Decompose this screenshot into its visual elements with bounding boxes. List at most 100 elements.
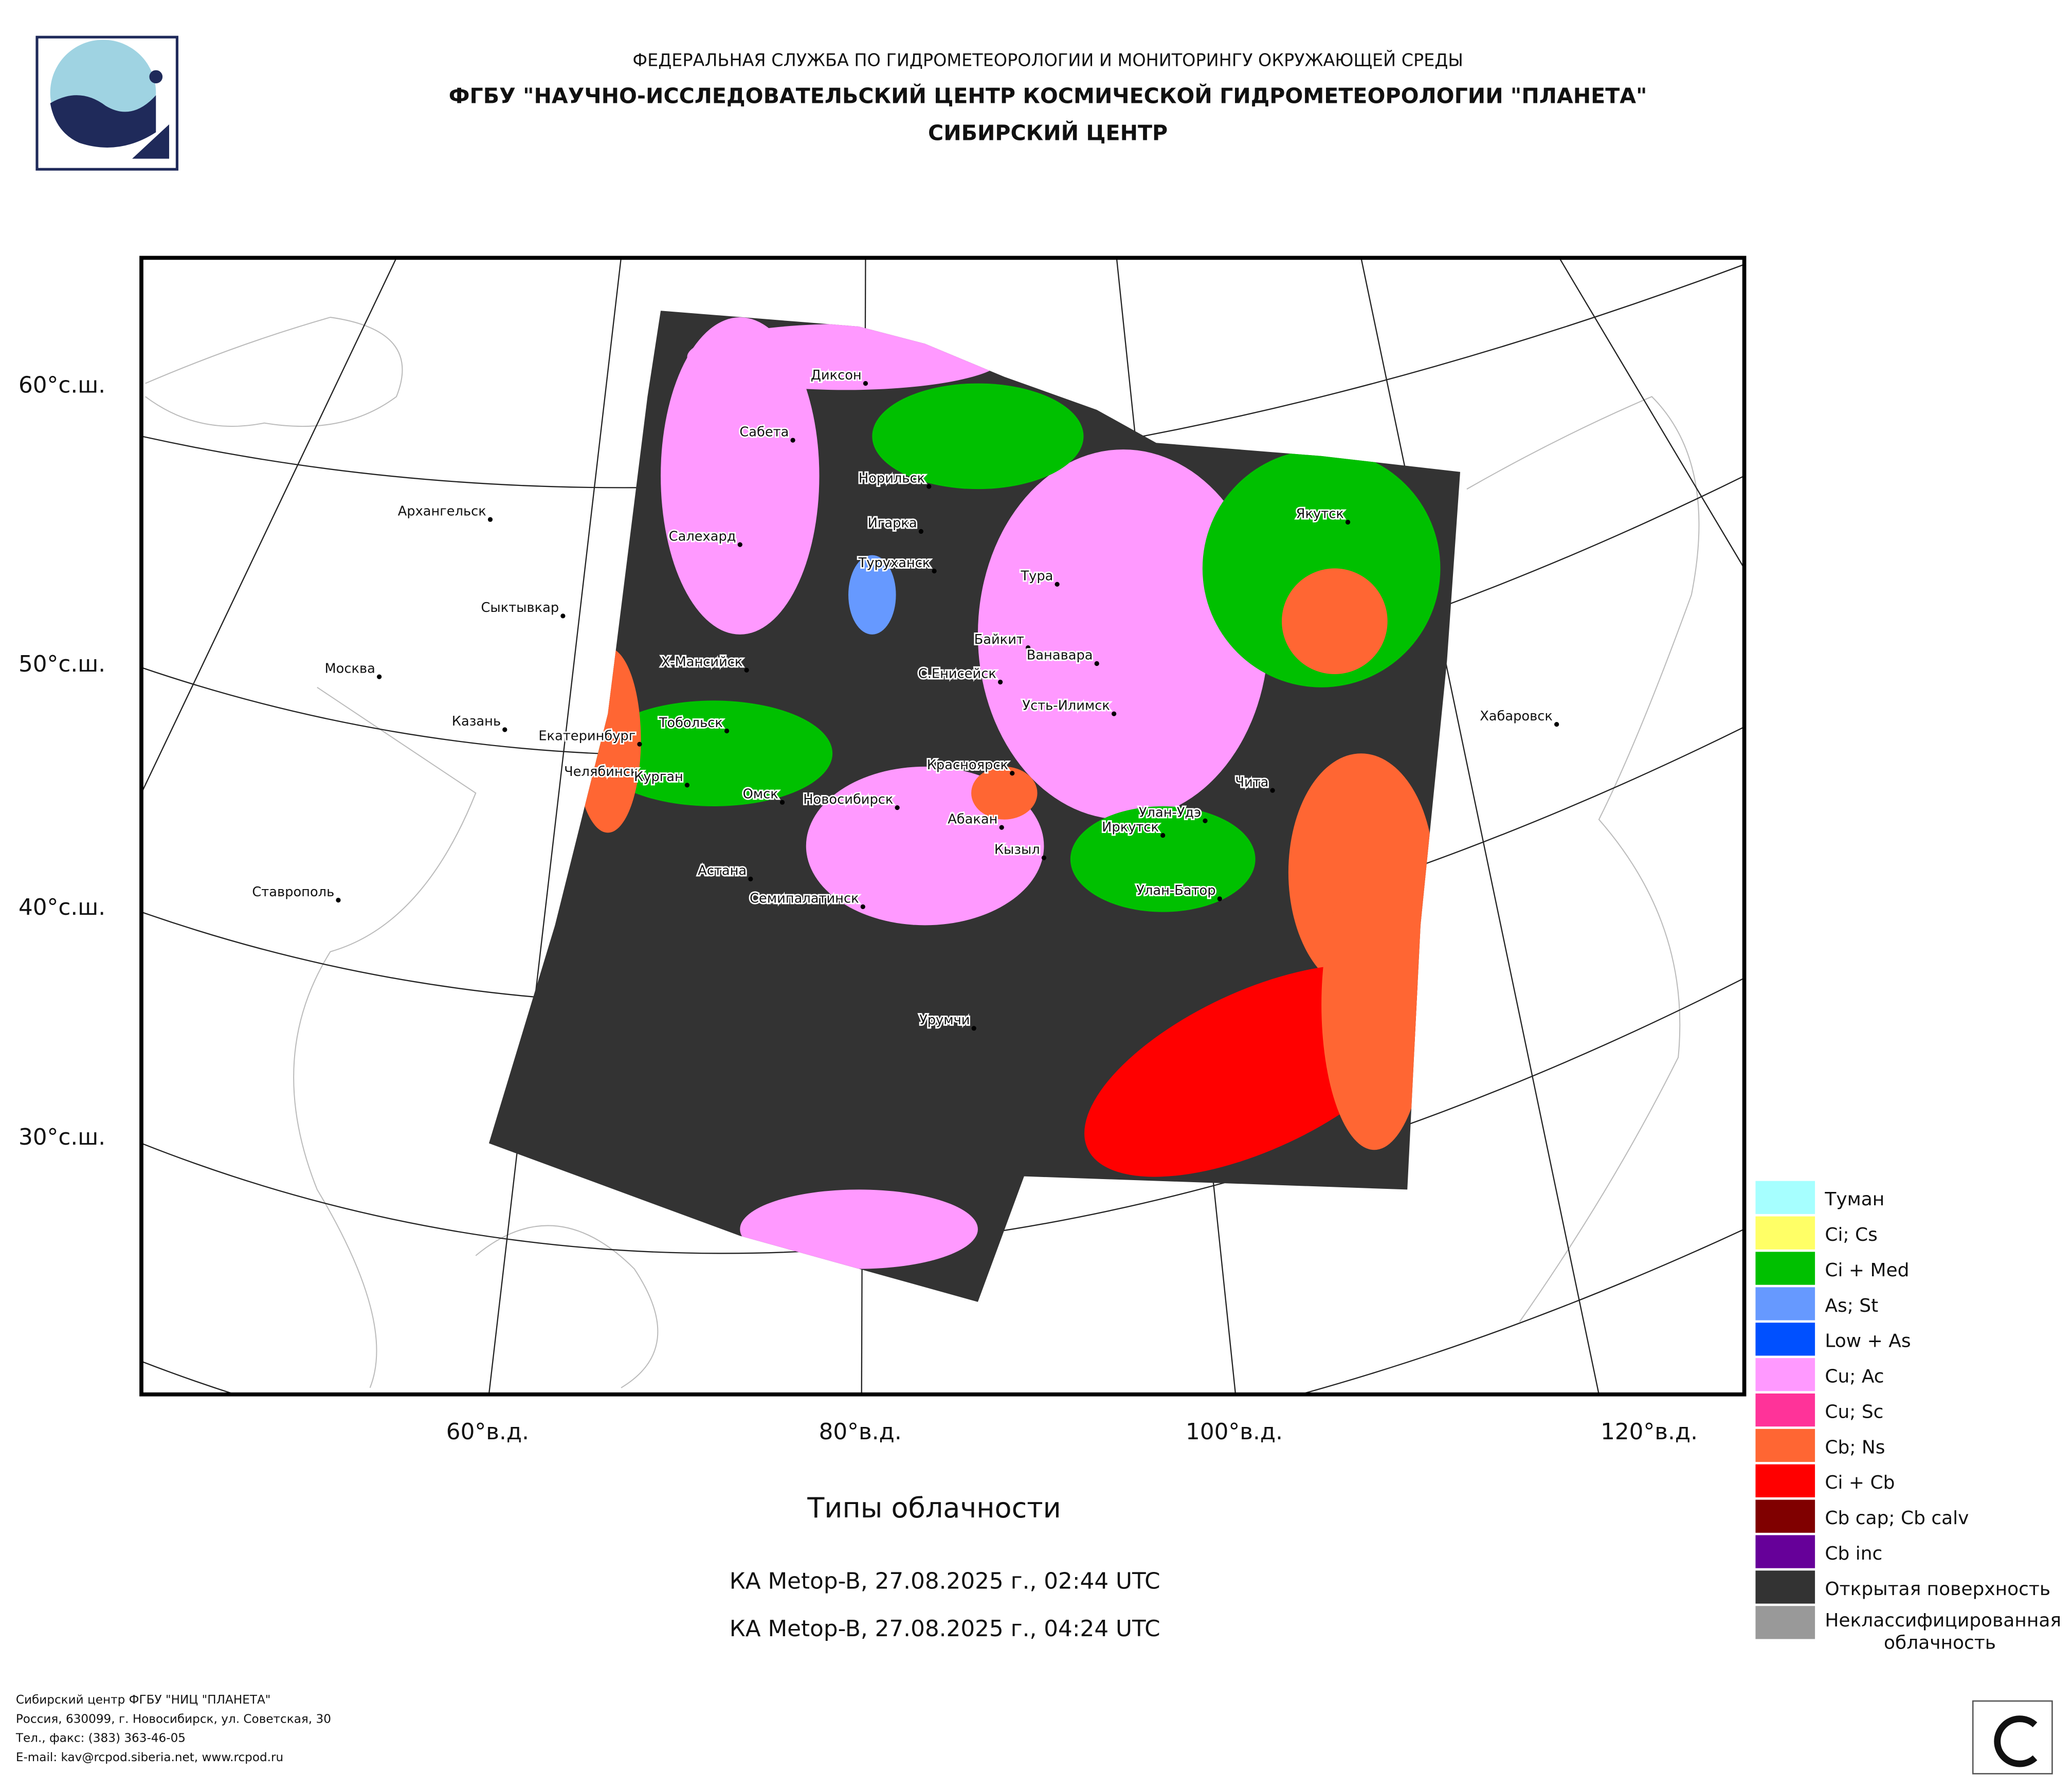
caption-line: КА Metop-B, 27.08.2025 г., 02:44 UTC <box>730 1568 1160 1595</box>
lat-label: 60°с.ш. <box>19 372 105 399</box>
legend-swatch <box>1754 1215 1816 1251</box>
city-label: Казань <box>452 714 501 729</box>
city-dot <box>1094 661 1099 666</box>
legend-label: Ci; Cs <box>1825 1224 1878 1245</box>
city-dot <box>1112 711 1117 716</box>
city-label: Красноярск <box>927 757 1008 773</box>
city-label: Москва <box>325 661 375 676</box>
city-dot <box>999 825 1004 830</box>
city-label: Норильск <box>859 471 925 486</box>
legend-label: As; St <box>1825 1295 1878 1316</box>
city-label: Кызыл <box>994 842 1040 858</box>
city-dot <box>737 542 742 547</box>
city-dot <box>377 674 382 679</box>
city-label: Курган <box>634 769 683 785</box>
city-label: Архангельск <box>398 504 486 519</box>
legend-label: Cb inc <box>1825 1543 1882 1564</box>
badge <box>1972 1700 2053 1775</box>
city-label: Усть-Илимск <box>1022 698 1110 713</box>
city-dot <box>1203 818 1208 823</box>
city-dot <box>1554 722 1559 727</box>
city-label: Новосибирск <box>803 792 893 807</box>
city-dot <box>336 897 341 903</box>
city-dot <box>1160 833 1166 838</box>
city-dot <box>1217 896 1222 901</box>
city-label: Абакан <box>948 811 997 827</box>
city-dot <box>724 728 730 734</box>
legend-swatch <box>1754 1356 1816 1392</box>
coastlines <box>145 317 1700 1388</box>
city-label: Урумчи <box>919 1012 970 1028</box>
legend-swatch <box>1754 1604 1816 1641</box>
city-label: Улан-Удэ <box>1139 805 1201 821</box>
map-frame <box>139 256 1747 1397</box>
city-dot <box>790 438 795 443</box>
city-dot <box>860 904 865 909</box>
city-label: Сабета <box>739 424 789 440</box>
legend-label: Cu; Sc <box>1825 1401 1883 1422</box>
city-dot <box>932 568 937 574</box>
legend-swatch <box>1754 1498 1816 1534</box>
legend-label: Неклассифицированная <box>1825 1610 2061 1631</box>
city-dot <box>918 529 924 534</box>
footer-line: Россия, 630099, г. Новосибирск, ул. Сове… <box>16 1712 331 1726</box>
footer-line: Сибирский центр ФГБУ "НИЦ "ПЛАНЕТА" <box>16 1693 271 1707</box>
city-dot <box>560 613 566 619</box>
city-label: С.Енисейск <box>918 666 996 682</box>
lon-label: 80°в.д. <box>819 1419 902 1445</box>
legend-label: Cb; Ns <box>1825 1437 1885 1458</box>
legend-label: облачность <box>1884 1633 1996 1654</box>
header-line: ФЕДЕРАЛЬНАЯ СЛУЖБА ПО ГИДРОМЕТЕОРОЛОГИИ … <box>632 50 1463 70</box>
legend-swatch <box>1754 1286 1816 1322</box>
city-dot <box>779 800 785 805</box>
city-dot <box>863 381 868 386</box>
legend-label: Ci + Med <box>1825 1260 1909 1281</box>
city-dot <box>1055 582 1060 587</box>
legend-swatch <box>1754 1392 1816 1428</box>
city-label: Игарка <box>868 516 917 531</box>
header-line: ФГБУ "НАУЧНО-ИССЛЕДОВАТЕЛЬСКИЙ ЦЕНТР КОС… <box>449 84 1647 108</box>
city-label: Диксон <box>811 368 862 383</box>
city-label: Х-Мансийск <box>661 655 743 670</box>
legend-label: Cu; Ac <box>1825 1366 1884 1387</box>
city-dot <box>744 667 749 673</box>
city-label: Чита <box>1235 774 1268 790</box>
lon-label: 60°в.д. <box>446 1419 529 1445</box>
legend-swatch <box>1754 1427 1816 1463</box>
caption-line: КА Metop-B, 27.08.2025 г., 04:24 UTC <box>730 1616 1160 1642</box>
legend-swatch <box>1754 1463 1816 1499</box>
footer-line: Тел., факс: (383) 363-46-05 <box>15 1732 186 1745</box>
lat-label: 40°с.ш. <box>19 894 105 920</box>
city-label: Омск <box>743 787 778 802</box>
legend-label: Low + As <box>1825 1331 1911 1352</box>
legend-swatch <box>1754 1180 1816 1216</box>
city-label: Салехард <box>669 529 736 544</box>
legend-swatch <box>1754 1569 1816 1605</box>
lon-label: 100°в.д. <box>1186 1419 1283 1445</box>
city-dot <box>640 777 645 783</box>
city-dot <box>1345 519 1351 525</box>
footer-line: E-mail: kav@rcpod.siberia.net, www.rcpod… <box>16 1751 283 1764</box>
city-dot <box>748 876 753 881</box>
caption-title: Типы облачности <box>807 1492 1061 1524</box>
city-dot <box>502 727 507 732</box>
lat-label: 50°с.ш. <box>19 651 105 677</box>
city-label: Екатеринбург <box>538 729 635 744</box>
city-label: Хабаровск <box>1480 709 1553 724</box>
city-dot <box>971 1026 976 1031</box>
city-dot <box>926 484 932 489</box>
legend-swatch <box>1754 1321 1816 1357</box>
logo <box>35 35 178 171</box>
legend-swatch <box>1754 1250 1816 1287</box>
map <box>139 256 1747 1397</box>
legend-swatch <box>1754 1533 1816 1570</box>
cloud-swath <box>488 311 1461 1302</box>
city-label: Тура <box>1020 569 1053 584</box>
city-dot <box>1025 645 1031 650</box>
city-label: Семипалатинск <box>750 891 859 907</box>
city-label: Якутск <box>1296 506 1344 522</box>
city-dot <box>997 679 1003 685</box>
city-dot <box>637 741 642 747</box>
